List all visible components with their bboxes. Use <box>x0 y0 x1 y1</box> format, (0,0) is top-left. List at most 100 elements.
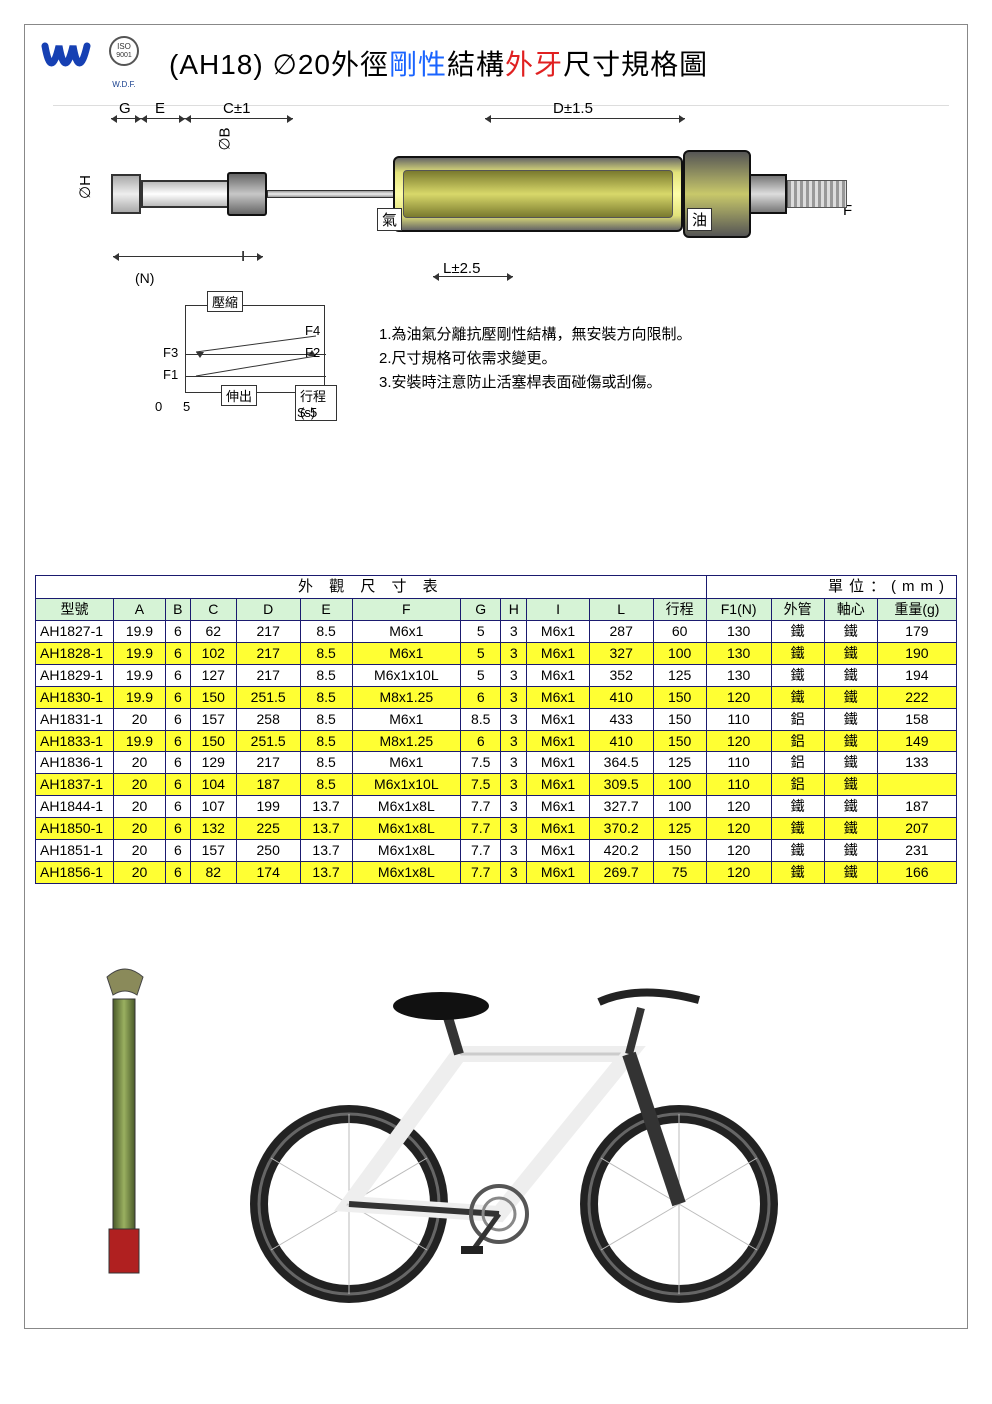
cell: 120 <box>706 861 771 883</box>
cell: 鐵 <box>771 621 824 643</box>
dim-D-line <box>485 118 685 119</box>
cell: 3 <box>501 818 527 840</box>
cell: M6x1x8L <box>352 861 461 883</box>
col-12: F1(N) <box>706 599 771 621</box>
col-14: 軸心 <box>824 599 877 621</box>
cell: 13.7 <box>300 796 352 818</box>
label-compress: 壓縮 <box>207 291 243 312</box>
note-1: 1.為油氣分離抗壓剛性結構，無安裝方向限制。 <box>379 323 692 347</box>
cell: 鐵 <box>771 861 824 883</box>
chart-frame <box>185 305 325 393</box>
cell: 217 <box>236 752 300 774</box>
cell: 222 <box>877 686 956 708</box>
cell: 370.2 <box>589 818 653 840</box>
svg-text:W.D.F.: W.D.F. <box>112 80 136 89</box>
cell: 100 <box>653 796 706 818</box>
note-3: 3.安裝時注意防止活塞桿表面碰傷或刮傷。 <box>379 371 692 395</box>
cell: 158 <box>877 708 956 730</box>
cell: 5 <box>461 664 501 686</box>
cell: AH1831-1 <box>36 708 114 730</box>
diagram-region: G E C±1 D±1.5 ∅B ∅H I ∅A F 氣 <box>33 105 959 435</box>
cell: M6x1 <box>352 621 461 643</box>
cell: 129 <box>190 752 236 774</box>
cell: 鐵 <box>771 796 824 818</box>
cell: M6x1 <box>527 643 590 665</box>
cell: 157 <box>190 840 236 862</box>
cell: 420.2 <box>589 840 653 862</box>
cell: 鐵 <box>771 643 824 665</box>
cell: M6x1 <box>352 708 461 730</box>
rod-neck <box>141 180 233 208</box>
cell: 120 <box>706 796 771 818</box>
cell: 120 <box>706 730 771 752</box>
cell: 309.5 <box>589 774 653 796</box>
cell: 194 <box>877 664 956 686</box>
cell: 3 <box>501 730 527 752</box>
cell: 19.9 <box>114 621 166 643</box>
cell: 199 <box>236 796 300 818</box>
cell: 20 <box>114 818 166 840</box>
cell: 20 <box>114 752 166 774</box>
cell: M6x1 <box>527 818 590 840</box>
cell: AH1856-1 <box>36 861 114 883</box>
cell: 6 <box>165 621 190 643</box>
cell: 鋁 <box>771 730 824 752</box>
cell: 鐵 <box>824 840 877 862</box>
cell: 217 <box>236 664 300 686</box>
cell: 鐵 <box>824 818 877 840</box>
bicycle-illustration <box>199 944 819 1304</box>
label-oil: 油 <box>687 208 712 231</box>
cell: 8.5 <box>300 708 352 730</box>
cell: 19.9 <box>114 643 166 665</box>
cell: 3 <box>501 643 527 665</box>
table-row: AH1850-120613222513.7M6x1x8L7.73M6x1370.… <box>36 818 957 840</box>
cell: 鐵 <box>771 818 824 840</box>
cell: 鋁 <box>771 752 824 774</box>
table-row: AH1836-12061292178.5M6x17.53M6x1364.5125… <box>36 752 957 774</box>
label-G: G <box>119 100 131 117</box>
cell: 150 <box>653 730 706 752</box>
cell: M8x1.25 <box>352 730 461 752</box>
cell: 82 <box>190 861 236 883</box>
cell: 8.5 <box>300 774 352 796</box>
cell: 3 <box>501 708 527 730</box>
cell: 6 <box>165 708 190 730</box>
cell: 鐵 <box>824 686 877 708</box>
col-9: I <box>527 599 590 621</box>
cell: 8.5 <box>300 752 352 774</box>
tail-thread <box>787 180 847 208</box>
cell: 157 <box>190 708 236 730</box>
cell: 269.7 <box>589 861 653 883</box>
cell: 187 <box>236 774 300 796</box>
table-body: AH1827-119.96622178.5M6x153M6x128760130鐵… <box>36 621 957 884</box>
cell: 鐵 <box>824 708 877 730</box>
cell: 7.5 <box>461 752 501 774</box>
col-1: A <box>114 599 166 621</box>
label-B: ∅B <box>216 127 234 150</box>
shock-body <box>111 150 821 238</box>
cell: 8.5 <box>300 730 352 752</box>
cylinder-inner <box>403 170 673 218</box>
cell: 6 <box>165 796 190 818</box>
cell: 287 <box>589 621 653 643</box>
svg-text:9001: 9001 <box>116 52 132 59</box>
label-S5: S-5 <box>297 405 317 420</box>
note-2: 2.尺寸規格可依需求變更。 <box>379 347 692 371</box>
label-L: L±2.5 <box>443 260 480 277</box>
cell: M6x1 <box>527 840 590 862</box>
cell: 鋁 <box>771 774 824 796</box>
cylinder <box>393 156 683 232</box>
cell: 251.5 <box>236 730 300 752</box>
cell: 6 <box>461 686 501 708</box>
label-N: (N) <box>135 270 154 286</box>
label-extend: 伸出 <box>221 385 257 406</box>
cell: 鐵 <box>771 664 824 686</box>
title-prefix: (AH18) ∅20外徑 <box>169 49 389 80</box>
cell: 187 <box>877 796 956 818</box>
label-F4: F4 <box>305 323 320 338</box>
cell: 327 <box>589 643 653 665</box>
table-title: 外 觀 尺 寸 表 <box>36 576 707 599</box>
cell: 3 <box>501 774 527 796</box>
cell: 150 <box>653 840 706 862</box>
seatpost-illustration <box>79 959 169 1289</box>
